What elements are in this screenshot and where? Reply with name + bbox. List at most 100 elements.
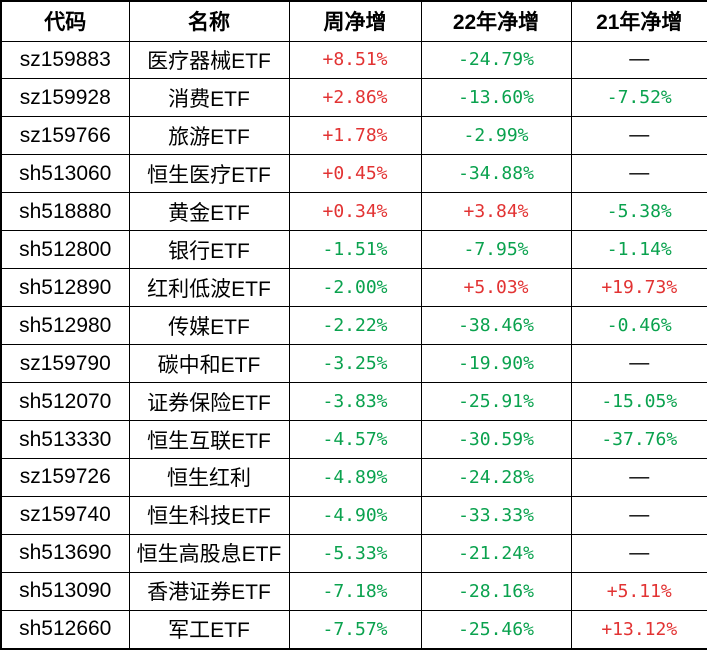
- cell-name: 恒生科技ETF: [128, 495, 290, 535]
- table-row: sh513090 香港证券ETF -7.18% -28.16% +5.11%: [0, 571, 707, 611]
- table-row: sz159766 旅游ETF +1.78% -2.99% —: [0, 116, 707, 156]
- cell-name: 碳中和ETF: [128, 344, 290, 384]
- cell-week: +1.78%: [288, 116, 422, 156]
- table-row: sz159883 医疗器械ETF +8.51% -24.79% —: [0, 40, 707, 80]
- cell-y22: -34.88%: [420, 154, 572, 194]
- cell-week: -4.89%: [288, 457, 422, 497]
- cell-code: sh512890: [0, 268, 130, 308]
- cell-y21: -15.05%: [570, 382, 707, 422]
- cell-week: +2.86%: [288, 78, 422, 118]
- cell-week: -4.90%: [288, 495, 422, 535]
- cell-name: 恒生互联ETF: [128, 420, 290, 459]
- cell-code: sz159928: [0, 78, 130, 118]
- table-row: sh513690 恒生高股息ETF -5.33% -21.24% —: [0, 533, 707, 573]
- table-row: sh512660 军工ETF -7.57% -25.46% +13.12%: [0, 609, 707, 650]
- cell-name: 恒生高股息ETF: [128, 533, 290, 573]
- cell-name: 证券保险ETF: [128, 382, 290, 422]
- table-row: sh512980 传媒ETF -2.22% -38.46% -0.46%: [0, 306, 707, 346]
- cell-code: sz159726: [0, 457, 130, 497]
- cell-code: sh512980: [0, 306, 130, 346]
- cell-y21: —: [570, 40, 707, 80]
- cell-y22: -33.33%: [420, 495, 572, 535]
- table-row: sh513330 恒生互联ETF -4.57% -30.59% -37.76%: [0, 420, 707, 459]
- table-body: sz159883 医疗器械ETF +8.51% -24.79% — sz159928 消费E…: [0, 40, 707, 650]
- cell-code: sh513060: [0, 154, 130, 194]
- cell-week: -1.51%: [288, 230, 422, 270]
- cell-name: 旅游ETF: [128, 116, 290, 156]
- cell-week: -7.57%: [288, 609, 422, 650]
- cell-y21: -7.52%: [570, 78, 707, 118]
- cell-name: 消费ETF: [128, 78, 290, 118]
- table-row: sz159928 消费ETF +2.86% -13.60% -7.52%: [0, 78, 707, 118]
- cell-y22: -24.79%: [420, 40, 572, 80]
- cell-code: sz159883: [0, 40, 130, 80]
- cell-y22: -7.95%: [420, 230, 572, 270]
- cell-y21: —: [570, 533, 707, 573]
- cell-code: sz159740: [0, 495, 130, 535]
- cell-y21: +5.11%: [570, 571, 707, 611]
- cell-name: 银行ETF: [128, 230, 290, 270]
- cell-y22: -28.16%: [420, 571, 572, 611]
- cell-week: -2.22%: [288, 306, 422, 346]
- cell-code: sz159790: [0, 344, 130, 384]
- cell-week: +0.34%: [288, 192, 422, 232]
- cell-y21: -5.38%: [570, 192, 707, 232]
- cell-name: 香港证券ETF: [128, 571, 290, 611]
- cell-code: sh513690: [0, 533, 130, 573]
- cell-y21: +13.12%: [570, 609, 707, 650]
- cell-name: 红利低波ETF: [128, 268, 290, 308]
- table-row: sz159790 碳中和ETF -3.25% -19.90% —: [0, 344, 707, 384]
- cell-y22: -21.24%: [420, 533, 572, 573]
- cell-code: sh513330: [0, 420, 130, 459]
- cell-name: 恒生红利: [128, 457, 290, 497]
- col-header-week-net-increase: 周净增: [288, 0, 422, 42]
- cell-y22: +3.84%: [420, 192, 572, 232]
- col-header-name: 名称: [128, 0, 290, 42]
- cell-week: -7.18%: [288, 571, 422, 611]
- cell-week: -5.33%: [288, 533, 422, 573]
- cell-y21: —: [570, 344, 707, 384]
- cell-week: +8.51%: [288, 40, 422, 80]
- cell-code: sh518880: [0, 192, 130, 232]
- cell-y22: -19.90%: [420, 344, 572, 384]
- cell-name: 军工ETF: [128, 609, 290, 650]
- cell-code: sh513090: [0, 571, 130, 611]
- cell-y21: -1.14%: [570, 230, 707, 270]
- table-row: sz159740 恒生科技ETF -4.90% -33.33% —: [0, 495, 707, 535]
- table-row: sz159726 恒生红利 -4.89% -24.28% —: [0, 457, 707, 497]
- cell-code: sh512660: [0, 609, 130, 650]
- cell-y21: —: [570, 495, 707, 535]
- col-header-code: 代码: [0, 0, 130, 42]
- cell-y22: -25.91%: [420, 382, 572, 422]
- cell-y22: -13.60%: [420, 78, 572, 118]
- table-row: sh512070 证券保险ETF -3.83% -25.91% -15.05%: [0, 382, 707, 422]
- cell-y22: +5.03%: [420, 268, 572, 308]
- cell-week: -3.83%: [288, 382, 422, 422]
- cell-name: 恒生医疗ETF: [128, 154, 290, 194]
- cell-y22: -38.46%: [420, 306, 572, 346]
- cell-name: 医疗器械ETF: [128, 40, 290, 80]
- table-row: sh512890 红利低波ETF -2.00% +5.03% +19.73%: [0, 268, 707, 308]
- cell-y21: —: [570, 116, 707, 156]
- cell-y21: -37.76%: [570, 420, 707, 459]
- cell-y22: -25.46%: [420, 609, 572, 650]
- table-header-row: 代码 名称 周净增 22年净增 21年净增: [0, 0, 707, 42]
- cell-y21: —: [570, 457, 707, 497]
- table-row: sh513060 恒生医疗ETF +0.45% -34.88% —: [0, 154, 707, 194]
- cell-code: sz159766: [0, 116, 130, 156]
- cell-y21: -0.46%: [570, 306, 707, 346]
- cell-week: -3.25%: [288, 344, 422, 384]
- cell-name: 传媒ETF: [128, 306, 290, 346]
- table-row: sh518880 黄金ETF +0.34% +3.84% -5.38%: [0, 192, 707, 232]
- cell-week: +0.45%: [288, 154, 422, 194]
- cell-code: sh512070: [0, 382, 130, 422]
- cell-y22: -24.28%: [420, 457, 572, 497]
- cell-y22: -30.59%: [420, 420, 572, 459]
- col-header-2021-net-increase: 21年净增: [570, 0, 707, 42]
- table-row: sh512800 银行ETF -1.51% -7.95% -1.14%: [0, 230, 707, 270]
- cell-y22: -2.99%: [420, 116, 572, 156]
- cell-week: -4.57%: [288, 420, 422, 459]
- cell-y21: —: [570, 154, 707, 194]
- cell-name: 黄金ETF: [128, 192, 290, 232]
